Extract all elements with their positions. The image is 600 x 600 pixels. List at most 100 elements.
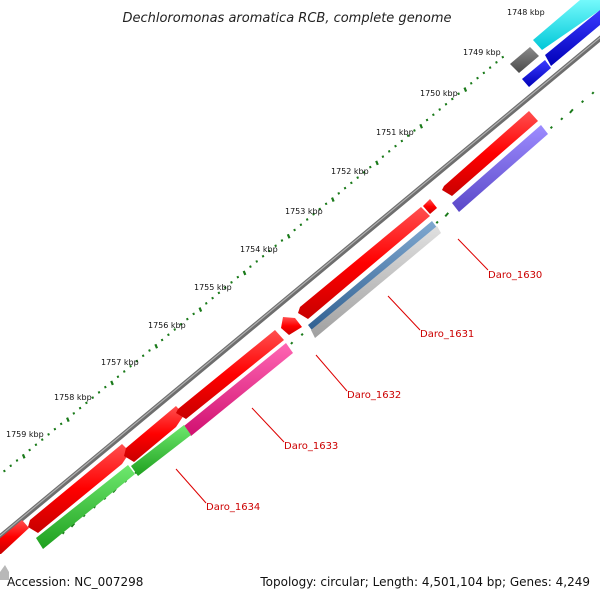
gene-label-daro-1633[interactable]: Daro_1633 [284,441,338,452]
inner-tick [591,91,595,95]
gene-label-daro-1631[interactable]: Daro_1631 [420,329,474,340]
gene-feature-purple[interactable] [452,125,548,212]
gene-feature-lightgrey[interactable] [311,226,441,338]
gene-feature-magenta[interactable] [184,343,293,436]
inner-tick [444,212,450,218]
ruler-tick [211,296,214,300]
ruler-tick [350,181,353,185]
cds-feature[interactable] [423,199,437,214]
ruler-tick [356,176,359,179]
ruler-tick [160,338,164,342]
genome-backbone [0,35,600,541]
gene-feature-green[interactable] [131,425,191,476]
ruler-tick [21,453,26,459]
ruler-tick [78,406,82,410]
ruler-tick [148,349,151,352]
ruler-tick [286,233,291,239]
ruler-tick [501,55,505,59]
ruler-tick [413,129,416,132]
ruler-label: 1759 kbp [6,430,44,439]
inner-tick [70,522,76,528]
ruler-tick [400,139,404,143]
ruler-tick [337,191,341,195]
ruler-tick [66,417,70,423]
gene-feature-blue[interactable] [522,60,551,87]
ruler-tick [457,92,460,96]
gene-feature-grey[interactable] [510,47,539,73]
ruler-tick [104,385,107,389]
ruler-label: 1756 kbp [148,321,186,330]
ruler-label: 1748 kbp [507,8,545,17]
gene-feature-cyan[interactable] [533,0,600,50]
cds-feature[interactable] [281,317,302,335]
inner-tick [61,531,65,535]
ruler-tick [40,438,44,441]
ruler-label: 1751 kbp [376,128,414,137]
ruler-tick [469,81,473,85]
gene-label-daro-1634[interactable]: Daro_1634 [206,502,260,513]
ruler-tick [394,144,397,148]
ruler-minor-ticks [3,55,505,473]
ruler-label: 1750 kbp [420,89,458,98]
ruler-tick [362,171,366,174]
inner-tick [300,332,304,337]
ruler-tick [59,422,63,426]
ruler-tick [28,448,31,452]
ruler-tick [186,317,189,321]
ruler-tick [217,291,221,295]
ruler-tick [368,165,372,169]
ruler-label: 1757 kbp [101,358,139,367]
ruler-tick [9,464,13,468]
ruler-tick [53,427,57,431]
cds-feature[interactable] [124,406,184,462]
ruler-tick [198,307,203,313]
cds-feature[interactable] [0,520,29,554]
inner-tick [435,220,439,224]
ruler-label: 1752 kbp [331,167,369,176]
ruler-tick [204,301,208,305]
ruler-tick [331,197,335,202]
ruler-tick [268,249,271,253]
cds-feature[interactable] [298,207,430,319]
ruler-tick [463,87,468,92]
gene-feature-blue[interactable] [545,10,600,66]
ruler-tick [3,469,6,473]
cds-feature[interactable] [442,111,538,196]
ruler-tick [293,228,296,232]
ruler-tick [192,312,195,316]
inner-tick [560,117,564,121]
ruler-tick [425,118,429,122]
ruler-tick [274,244,277,248]
ruler-tick [85,401,88,405]
ruler-tick [488,66,492,69]
ruler-tick [312,212,315,216]
forward-strand-track [0,0,600,554]
inner-tick [549,125,553,130]
ruler-label: 1754 kbp [240,245,278,254]
cds-feature[interactable] [176,330,284,419]
ruler-label: 1753 kbp [285,207,323,216]
genome-summary: Topology: circular; Length: 4,501,104 bp… [259,575,590,589]
ruler-tick [375,160,379,166]
cds-feature[interactable] [28,444,130,533]
gene-feature-steelblue[interactable] [308,221,438,333]
ruler-tick [230,281,233,284]
ruler-tick [280,239,284,242]
ruler-tick [15,459,19,462]
ruler-tick [91,396,95,400]
scroll-arrow-icon[interactable] [0,565,9,580]
ruler-tick [135,359,139,363]
gene-label-daro-1630[interactable]: Daro_1630 [488,270,542,281]
ruler-tick [122,370,126,373]
inner-tick [569,108,574,114]
ruler-tick [116,375,120,379]
ruler-tick [387,150,391,153]
ruler-tick [432,113,435,117]
ruler-tick [255,260,259,263]
ruler-tick [406,134,410,138]
ruler-tick [223,286,227,290]
gene-label-daro-1632[interactable]: Daro_1632 [347,390,401,401]
gene-feature-green[interactable] [36,465,135,549]
ruler-tick [305,218,309,221]
